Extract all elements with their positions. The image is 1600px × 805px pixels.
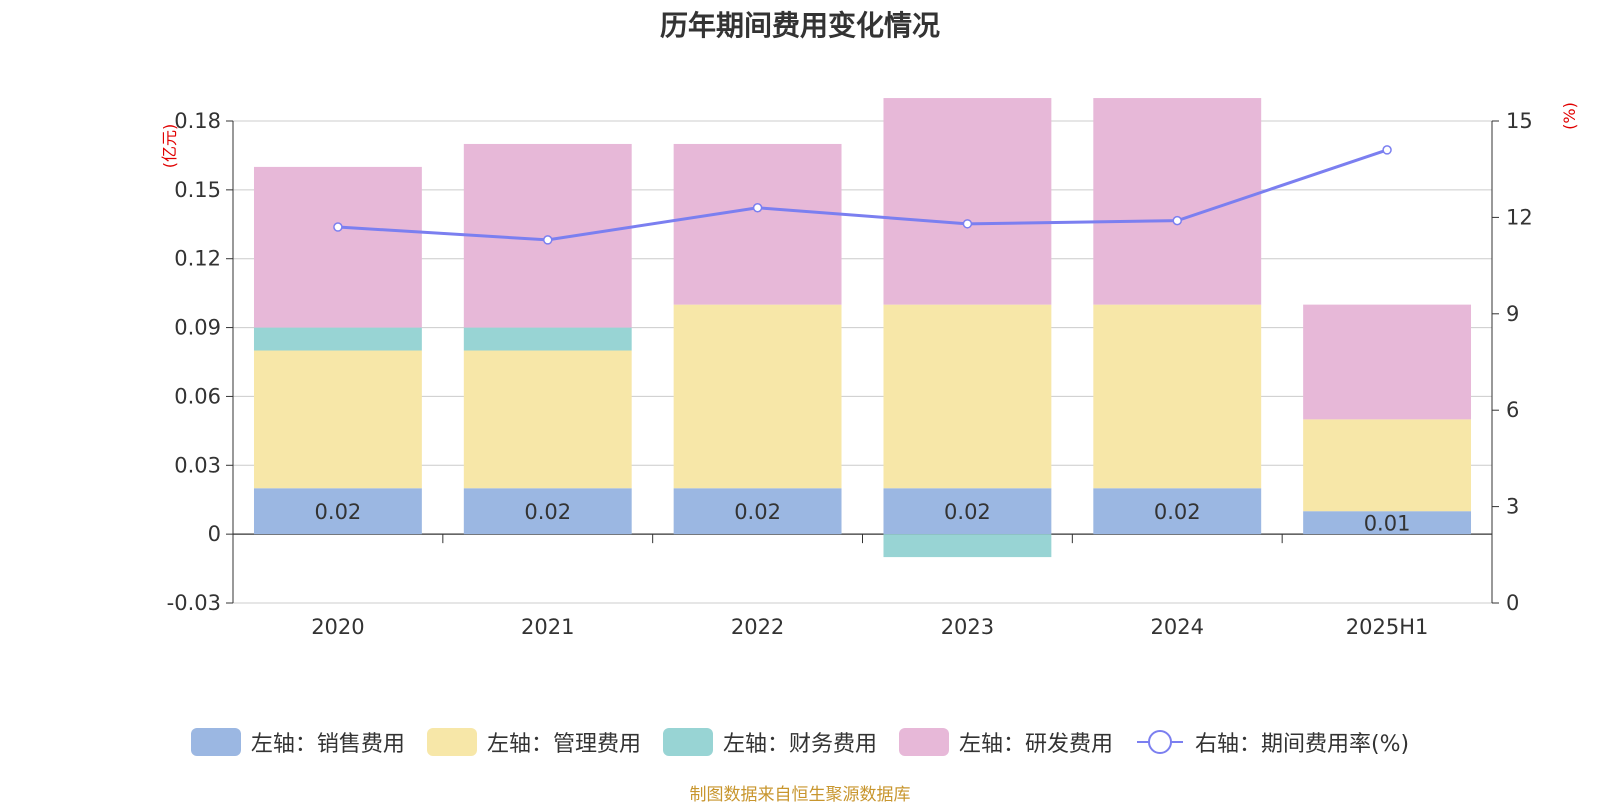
legend-swatch-sales — [190, 728, 241, 756]
category-label: 2021 — [521, 615, 574, 639]
rate-point — [1382, 145, 1392, 155]
bar-segment — [1093, 488, 1262, 535]
bar-value-label: 0.02 — [315, 500, 362, 524]
rate-point — [752, 203, 763, 213]
right-axis-tick-label: 15 — [1506, 109, 1533, 133]
rate-point — [1172, 215, 1182, 226]
right-axis-tick-label: 9 — [1506, 302, 1519, 326]
legend-item-finance[interactable]: 左轴：财务费用 — [662, 726, 877, 758]
right-axis-tick-label: 6 — [1506, 398, 1519, 422]
legend-label-rate: 右轴：期间费用率(%) — [1194, 732, 1410, 757]
rate-point — [962, 219, 973, 229]
legend-item-sales[interactable]: 左轴：销售费用 — [190, 726, 405, 758]
legend-item-admin[interactable]: 左轴：管理费用 — [426, 726, 641, 758]
bar-segment — [673, 488, 842, 535]
left-axis-tick-label: 0.03 — [174, 453, 221, 477]
bar-segment — [883, 304, 1052, 489]
bar-segment — [253, 327, 422, 351]
bar-segment — [673, 304, 842, 489]
legend-label-rd: 左轴：研发费用 — [958, 732, 1113, 757]
legend-line-marker-icon — [1136, 730, 1183, 754]
bar-segment — [253, 166, 422, 328]
bar-segment — [1303, 304, 1472, 420]
bar-segment — [883, 488, 1052, 535]
bar-value-label: 0.02 — [1154, 500, 1201, 524]
legend-label-sales: 左轴：销售费用 — [250, 732, 405, 757]
rate-line-path — [337, 148, 1388, 242]
bar-segment — [1303, 511, 1472, 535]
left-axis-tick-label: 0.09 — [174, 316, 221, 340]
legend-swatch-finance — [662, 728, 713, 756]
left-axis-tick-label: 0.06 — [174, 384, 221, 408]
bar-segment — [463, 350, 632, 489]
right-axis-tick-label: 0 — [1506, 591, 1519, 615]
category-label: 2025H1 — [1346, 615, 1429, 639]
bar-segment — [673, 143, 842, 305]
chart-title: 历年期间费用变化情况 — [659, 9, 940, 42]
rate-point — [543, 235, 553, 245]
chart-plot: -0.03 0 0.03 0.06 0.09 0.12 0.15 0.18 0 3 6 9 12 15 (亿… — [160, 98, 1579, 639]
bar-segment — [883, 534, 1052, 558]
bar-segment — [1093, 304, 1262, 489]
legend-item-rd[interactable]: 左轴：研发费用 — [898, 726, 1113, 758]
data-labels: 0.02 0.02 0.02 0.02 0.02 0.01 — [315, 500, 1411, 535]
left-axis-unit: (亿元) — [160, 124, 179, 169]
right-axis-unit: (%) — [1560, 102, 1579, 130]
left-axis-tick-label: 0.12 — [174, 247, 221, 271]
bar-segment — [1303, 419, 1472, 512]
bar-value-label: 0.02 — [524, 500, 571, 524]
axes: -0.03 0 0.03 0.06 0.09 0.12 0.15 0.18 0 3 6 9 12 15 (亿… — [160, 102, 1579, 639]
left-axis-tick-label: -0.03 — [167, 591, 221, 615]
legend-swatch-rd — [898, 728, 949, 756]
bar-segment — [883, 98, 1052, 305]
bar-value-label: 0.02 — [734, 500, 781, 524]
category-label: 2022 — [731, 615, 784, 639]
bar-value-label: 0.02 — [944, 500, 991, 524]
legend-item-rate[interactable]: 右轴：期间费用率(%) — [1135, 726, 1409, 758]
right-axis-tick-label: 3 — [1506, 495, 1519, 519]
right-axis-tick-label: 12 — [1506, 205, 1533, 229]
bar-segment — [463, 327, 632, 351]
category-label: 2020 — [311, 615, 364, 639]
source-footer: 制图数据来自恒生聚源数据库 — [689, 785, 911, 805]
left-axis-tick-label: 0.18 — [174, 109, 221, 133]
legend-swatch-admin — [426, 728, 477, 756]
bar-segment — [253, 488, 422, 535]
bar-series — [253, 98, 1472, 558]
bar-value-label: 0.01 — [1364, 512, 1411, 536]
left-axis-tick-label: 0 — [208, 522, 221, 546]
legend: 左轴：销售费用 左轴：管理费用 左轴：财务费用 左轴：研发费用 右轴：期间费用率… — [0, 722, 1600, 762]
rate-line — [333, 145, 1392, 245]
legend-label-admin: 左轴：管理费用 — [486, 732, 641, 757]
rate-point — [333, 222, 343, 232]
bar-segment — [463, 488, 632, 535]
category-label: 2023 — [941, 615, 994, 639]
left-axis-tick-label: 0.15 — [174, 178, 221, 202]
bar-segment — [253, 350, 422, 489]
legend-label-finance: 左轴：财务费用 — [722, 732, 877, 757]
category-label: 2024 — [1151, 615, 1204, 639]
